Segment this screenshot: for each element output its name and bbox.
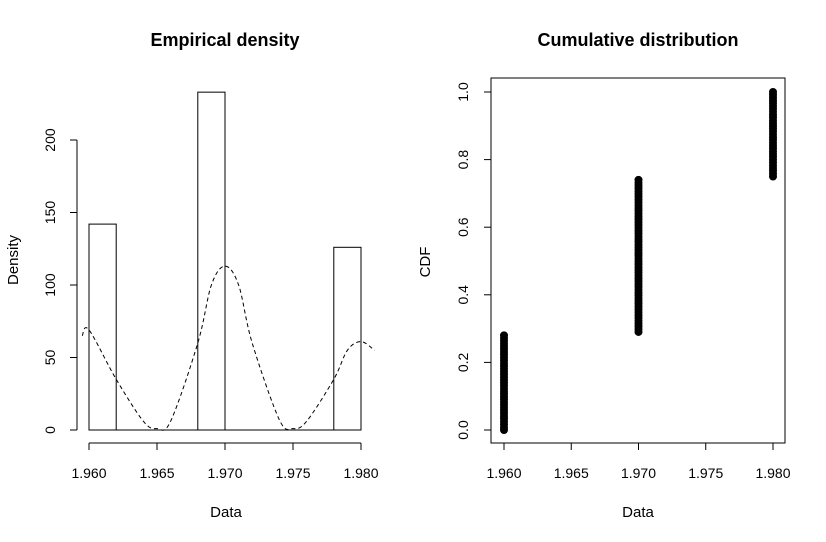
cdf-y-tick-label: 0.0 (455, 420, 471, 440)
cdf-y-label: CDF (417, 247, 434, 278)
density-y-tick-label: 0 (42, 426, 58, 434)
cdf-y-tick-label: 0.4 (455, 285, 471, 305)
density-x-tick-label: 1.965 (139, 465, 174, 481)
cdf-x-tick-label: 1.980 (755, 465, 790, 481)
kernel-density-curve (81, 265, 375, 431)
density-panel: Empirical density Data Density 1.960 1.96… (5, 30, 379, 521)
cdf-y-tick-label: 0.8 (455, 150, 471, 170)
density-x-tick-label: 1.970 (207, 465, 242, 481)
cdf-x-tick-label: 1.960 (486, 465, 521, 481)
histogram-bar (88, 223, 117, 431)
cdf-panel: Cumulative distribution Data CDF 1.960 1.… (417, 30, 791, 521)
histogram-bar (197, 91, 226, 431)
cdf-x-label: Data (622, 504, 654, 521)
density-x-tick-label: 1.980 (343, 465, 378, 481)
cdf-y-tick-label: 0.6 (455, 217, 471, 237)
density-title: Empirical density (150, 30, 299, 50)
cdf-point (500, 331, 508, 340)
density-x-tick-label: 1.975 (275, 465, 310, 481)
density-x-label: Data (210, 504, 242, 521)
density-y-label: Density (5, 234, 22, 285)
cdf-y-tick-label: 0.2 (455, 352, 471, 372)
cdf-point (769, 88, 777, 96)
cdf-x-tick-label: 1.965 (554, 465, 589, 481)
density-y-tick-label: 100 (42, 273, 58, 297)
cdf-y-tick-label: 1.0 (455, 82, 471, 102)
histogram-bar (333, 246, 362, 431)
cdf-x-tick-label: 1.970 (621, 465, 656, 481)
density-y-tick-label: 150 (42, 201, 58, 225)
cdf-title: Cumulative distribution (537, 30, 738, 50)
density-y-tick-label: 50 (42, 350, 58, 366)
cdf-x-tick-label: 1.975 (688, 465, 723, 481)
cdf-point (634, 175, 643, 184)
density-x-tick-label: 1.960 (71, 465, 106, 481)
density-y-tick-label: 200 (42, 128, 58, 152)
